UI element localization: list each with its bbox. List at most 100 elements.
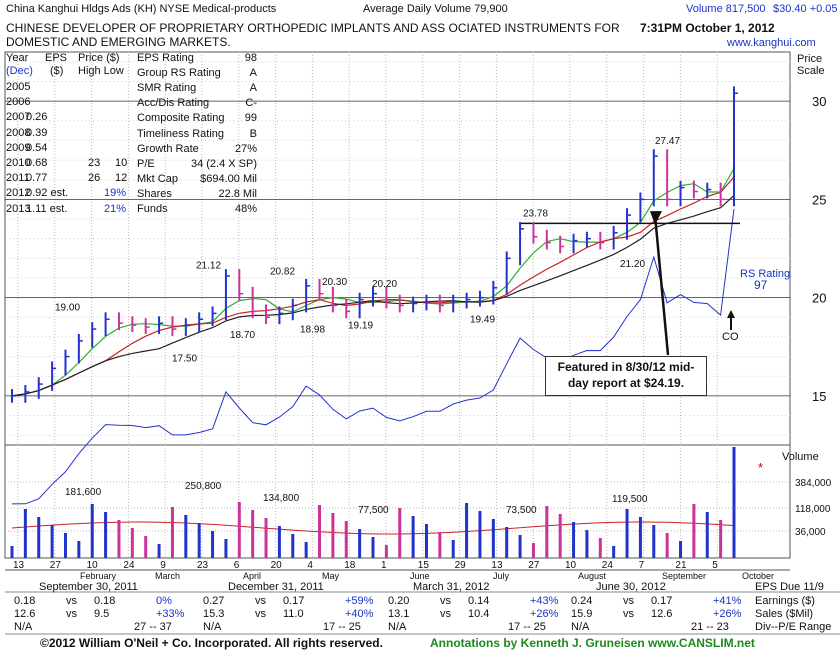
volume-bar bbox=[438, 532, 442, 558]
eps-header: EPS bbox=[45, 52, 68, 64]
volume-bar bbox=[10, 546, 14, 558]
x-tick-label: 18 bbox=[344, 560, 356, 571]
price-tick-label: 25 bbox=[812, 192, 826, 207]
volume-bar bbox=[318, 505, 322, 558]
moving-average-lines bbox=[11, 168, 740, 535]
volume-bar-latest bbox=[732, 447, 736, 558]
volume-bar bbox=[692, 504, 696, 558]
x-tick-label: 27 bbox=[528, 560, 540, 571]
volume-bar bbox=[37, 517, 41, 558]
volume-bar bbox=[277, 526, 281, 558]
quarter-pe-range: 17 -- 25 bbox=[508, 621, 546, 633]
volume-annotation: 134,800 bbox=[263, 493, 300, 504]
rating-value: C- bbox=[245, 97, 257, 110]
eps-year: 2009 bbox=[6, 141, 31, 154]
rating-label: Composite Rating bbox=[137, 112, 225, 125]
volume-bar bbox=[585, 530, 589, 558]
price-annotation: 19.19 bbox=[348, 320, 373, 331]
quarter-change: +41% bbox=[713, 595, 742, 607]
rating-label: Acc/Dis Rating bbox=[137, 97, 210, 110]
volume-bar bbox=[144, 536, 148, 558]
volume-annotation: 250,800 bbox=[185, 481, 222, 492]
volume-bar bbox=[251, 510, 255, 558]
price-annotation: 19.00 bbox=[55, 302, 80, 313]
volume-bar bbox=[358, 529, 362, 558]
volume-tick-label: 384,000 bbox=[795, 478, 832, 489]
quarter-pe: N/A bbox=[14, 621, 33, 633]
x-tick-label: 13 bbox=[13, 560, 25, 571]
eps-value: 0.92 est. bbox=[26, 187, 69, 200]
volume-bar bbox=[344, 521, 348, 558]
volume-bar bbox=[625, 509, 629, 558]
quarter-pe-range: 21 -- 23 bbox=[691, 621, 729, 633]
volume-bar bbox=[638, 517, 642, 558]
volume-bar bbox=[117, 520, 121, 558]
eps-year: 2013 bbox=[6, 202, 31, 215]
price-change: $30.40 +0.05 bbox=[773, 3, 838, 15]
quarter-change: 0% bbox=[156, 595, 172, 607]
quarter-label: June 30, 2012 bbox=[596, 581, 666, 593]
quarter-value: 12.6 bbox=[651, 608, 673, 620]
volume-bar bbox=[451, 540, 455, 558]
month-label: October bbox=[742, 571, 774, 581]
volume-bar bbox=[104, 512, 108, 558]
price-annotation: 21.20 bbox=[620, 259, 645, 270]
volume-bar bbox=[211, 531, 215, 558]
volume-bar bbox=[237, 502, 241, 558]
rating-value: 99 bbox=[244, 112, 257, 125]
month-label: July bbox=[493, 571, 510, 581]
volume-bar bbox=[304, 542, 308, 558]
volume-annotation: 119,500 bbox=[612, 494, 648, 505]
price-annotation: 21.12 bbox=[196, 261, 221, 272]
callout-arrow bbox=[653, 214, 670, 356]
volume-bar bbox=[545, 506, 549, 558]
quarter-pe-range: 27 -- 37 bbox=[134, 621, 172, 633]
price-high: 23 bbox=[88, 157, 101, 169]
featured-callout: Featured in 8/30/12 mid- day report at $… bbox=[545, 356, 707, 396]
price-low: 12 bbox=[115, 172, 128, 185]
quarter-value: 0.17 bbox=[651, 595, 673, 607]
x-tick-label: 27 bbox=[50, 560, 62, 571]
website-link[interactable]: www.kanghui.com bbox=[727, 37, 816, 49]
x-tick-label: 10 bbox=[87, 560, 99, 571]
volume-tick-label: 118,000 bbox=[795, 504, 831, 515]
rating-label: SMR Rating bbox=[137, 82, 197, 95]
x-tick-label: 13 bbox=[491, 560, 503, 571]
co-label: CO bbox=[722, 331, 739, 343]
copyright: ©2012 William O'Neil + Co. Incorporated.… bbox=[40, 636, 383, 650]
eps-year: 2010 bbox=[6, 157, 31, 169]
quarter-value: 11.0 bbox=[283, 608, 304, 620]
volume-bar bbox=[424, 524, 428, 558]
quarter-change: +43% bbox=[530, 595, 559, 607]
month-label: June bbox=[410, 571, 430, 581]
quarter-value: 0.17 bbox=[283, 595, 305, 607]
eps-value: 0.39 bbox=[26, 126, 48, 139]
volume-label: Volume 817,500 bbox=[686, 3, 766, 15]
quarter-change: +40% bbox=[345, 608, 374, 620]
x-tick-label: 9 bbox=[160, 560, 166, 571]
eps-year: 2012 bbox=[6, 187, 31, 200]
sales-label: Sales ($Mil) bbox=[755, 608, 814, 620]
volume-annotation: 73,500 bbox=[506, 505, 537, 516]
quarter-value: 0.27 bbox=[203, 595, 225, 607]
volume-tick-label: 36,000 bbox=[795, 527, 826, 538]
volume-bar bbox=[705, 512, 709, 558]
quarter-pe: N/A bbox=[388, 621, 407, 633]
rating-label: Funds bbox=[137, 203, 168, 215]
volume-bar bbox=[465, 503, 469, 558]
description-line1: CHINESE DEVELOPER OF PROPRIETARY ORTHOPE… bbox=[6, 21, 620, 35]
eps-growth: 19% bbox=[104, 187, 127, 200]
quarter-vs: vs bbox=[440, 608, 451, 620]
price-bars bbox=[11, 86, 738, 403]
volume-bar bbox=[331, 513, 335, 558]
price-tick-label: 15 bbox=[812, 389, 826, 404]
price-annotation: 18.70 bbox=[230, 330, 255, 341]
x-tick-label: 21 bbox=[675, 560, 687, 571]
divpe-label: Div--P/E Range bbox=[755, 621, 832, 633]
volume-bar bbox=[371, 537, 375, 558]
quarter-vs: vs bbox=[66, 595, 77, 607]
rating-value: $694.00 Mil bbox=[200, 172, 257, 185]
volume-bar bbox=[50, 525, 54, 558]
arrow-head-icon bbox=[650, 211, 662, 225]
volume-bar bbox=[572, 522, 576, 558]
